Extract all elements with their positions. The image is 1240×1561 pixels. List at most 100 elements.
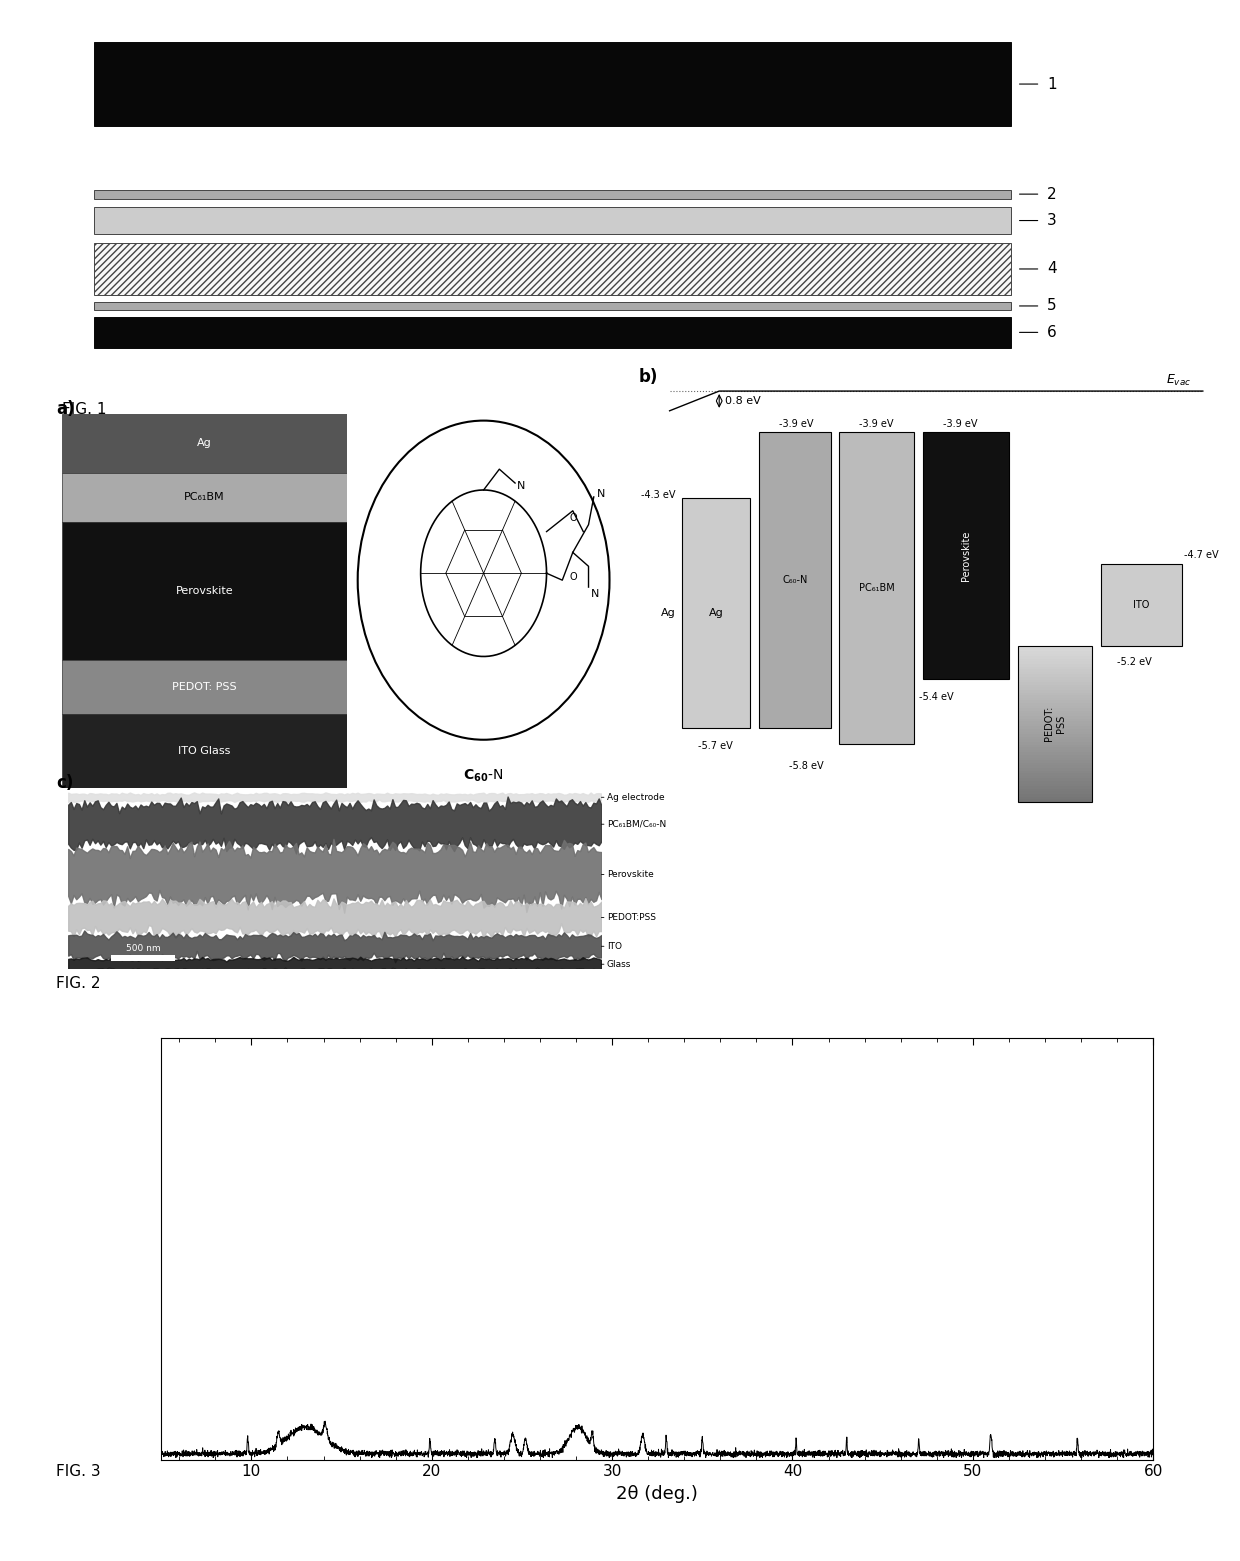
Text: 4: 4: [1047, 262, 1056, 276]
Text: FIG. 2: FIG. 2: [56, 976, 100, 991]
Text: FIG. 3: FIG. 3: [56, 1464, 100, 1480]
Text: 5: 5: [1047, 298, 1056, 314]
Bar: [1018, 724, 1092, 726]
Bar: [1018, 765, 1092, 768]
Bar: [1018, 702, 1092, 706]
Text: C₆₀-N: C₆₀-N: [782, 574, 807, 585]
Bar: [1018, 749, 1092, 752]
Text: 2: 2: [1047, 187, 1056, 201]
Text: PEDOT:
PSS: PEDOT: PSS: [1044, 706, 1066, 741]
Bar: [1018, 687, 1092, 690]
Text: N: N: [596, 489, 605, 500]
Text: Ag electrode: Ag electrode: [601, 793, 665, 802]
Bar: [1018, 791, 1092, 795]
Bar: [1018, 656, 1092, 659]
Bar: [1018, 740, 1092, 741]
Text: -3.9 eV: -3.9 eV: [859, 418, 894, 429]
Bar: [1018, 651, 1092, 654]
Bar: [94, 301, 1012, 311]
Bar: [1018, 745, 1092, 748]
Text: Ag: Ag: [197, 439, 212, 448]
Bar: [1018, 701, 1092, 702]
Bar: [1018, 756, 1092, 757]
Text: -5.8 eV: -5.8 eV: [789, 760, 823, 771]
Bar: [1018, 706, 1092, 709]
Bar: [1018, 646, 1092, 802]
Bar: [1018, 780, 1092, 784]
Text: Glass: Glass: [601, 960, 631, 969]
Bar: [1018, 667, 1092, 670]
Text: ITO: ITO: [1133, 599, 1149, 610]
Bar: [1018, 654, 1092, 656]
Bar: [1018, 726, 1092, 729]
Text: PEDOT:PSS: PEDOT:PSS: [601, 913, 656, 923]
Bar: [110, 955, 175, 960]
Text: Ag: Ag: [709, 607, 723, 618]
Text: a): a): [56, 400, 74, 418]
Text: $\mathbf{C_{60}}$-N: $\mathbf{C_{60}}$-N: [464, 768, 503, 784]
Bar: [1018, 648, 1092, 651]
Bar: [1018, 779, 1092, 780]
Bar: [1018, 709, 1092, 710]
Text: Perovskite: Perovskite: [176, 585, 233, 596]
Bar: [1018, 713, 1092, 716]
Bar: [839, 432, 914, 745]
Text: -4.3 eV: -4.3 eV: [641, 490, 676, 500]
Bar: [1018, 795, 1092, 796]
Bar: [1018, 773, 1092, 776]
Text: N: N: [590, 588, 599, 599]
Bar: [1018, 679, 1092, 682]
Bar: [1018, 682, 1092, 685]
Bar: [1018, 799, 1092, 802]
Bar: [759, 432, 831, 727]
Bar: [62, 521, 347, 660]
Text: -5.7 eV: -5.7 eV: [698, 741, 733, 751]
Text: 0.8 eV: 0.8 eV: [725, 396, 761, 406]
Bar: [1018, 721, 1092, 724]
Bar: [1018, 690, 1092, 693]
Bar: [1018, 734, 1092, 737]
Text: $E_{vac}$: $E_{vac}$: [1166, 373, 1190, 387]
Text: 1: 1: [1047, 76, 1056, 92]
Bar: [1018, 729, 1092, 732]
Bar: [1101, 564, 1182, 646]
Bar: [1018, 760, 1092, 763]
Bar: [94, 244, 1012, 295]
Bar: [1018, 674, 1092, 677]
Text: N: N: [517, 481, 526, 490]
Bar: [1018, 662, 1092, 663]
Text: b): b): [639, 368, 658, 387]
Bar: [1018, 748, 1092, 749]
Bar: [923, 432, 1009, 679]
Bar: [1018, 693, 1092, 695]
Bar: [1018, 695, 1092, 698]
Bar: [1018, 646, 1092, 648]
Bar: [1018, 796, 1092, 799]
Text: Ag: Ag: [661, 607, 676, 618]
Bar: [1018, 787, 1092, 788]
Bar: [1018, 659, 1092, 662]
Bar: [1018, 685, 1092, 687]
Text: PEDOT: PSS: PEDOT: PSS: [172, 682, 237, 692]
Text: -3.9 eV: -3.9 eV: [779, 418, 813, 429]
Bar: [1018, 752, 1092, 756]
Bar: [1018, 732, 1092, 734]
Bar: [62, 715, 347, 788]
Text: -4.7 eV: -4.7 eV: [1184, 551, 1219, 560]
Bar: [1018, 716, 1092, 718]
Text: PC₆₁BM: PC₆₁BM: [185, 492, 224, 503]
Bar: [62, 414, 347, 473]
Text: 500 nm: 500 nm: [125, 943, 160, 952]
Bar: [1018, 718, 1092, 721]
Text: 3: 3: [1047, 212, 1056, 228]
X-axis label: 2θ (deg.): 2θ (deg.): [616, 1485, 698, 1503]
Text: PC₆₁BM/C₆₀-N: PC₆₁BM/C₆₀-N: [601, 820, 666, 829]
Bar: [682, 498, 750, 727]
Text: ITO: ITO: [601, 941, 621, 951]
Text: c): c): [56, 774, 73, 793]
Text: Perovskite: Perovskite: [601, 869, 653, 879]
Bar: [1018, 737, 1092, 740]
Bar: [1018, 698, 1092, 701]
Bar: [1018, 763, 1092, 765]
Text: O: O: [569, 573, 578, 582]
